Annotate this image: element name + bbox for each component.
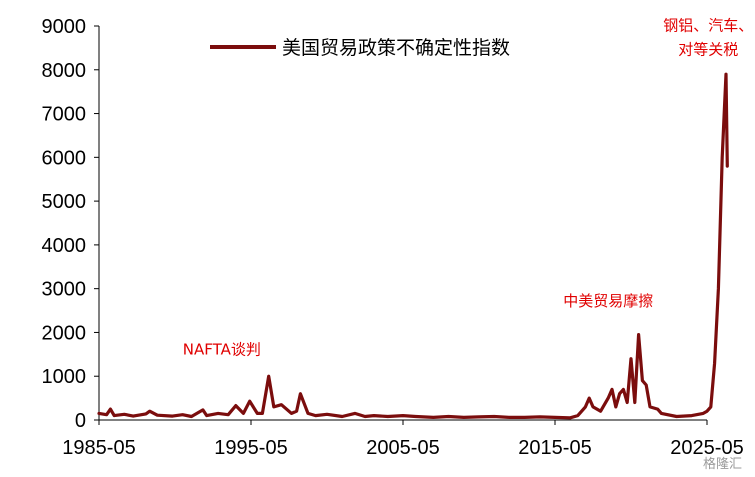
y-tick-label: 0 <box>75 410 86 432</box>
x-tick-label: 2005-05 <box>366 437 439 459</box>
legend-label: 美国贸易政策不确定性指数 <box>282 37 510 59</box>
x-tick-label: 1995-05 <box>214 437 287 459</box>
annotation-label: 钢铝、汽车、 <box>663 16 753 34</box>
y-tick-label: 7000 <box>42 104 87 126</box>
y-axis: 0 1000 2000 3000 4000 5000 6000 7000 8000 9000 <box>42 16 100 432</box>
x-tick-label: 2025-05 <box>670 437 743 459</box>
y-tick-label: 5000 <box>42 191 87 213</box>
annotation-label: 对等关税 <box>678 40 738 58</box>
watermark-text: 格隆汇 <box>703 456 742 472</box>
series-line <box>97 72 729 420</box>
y-tick-label: 8000 <box>42 60 87 82</box>
y-tick-label: 9000 <box>42 16 87 38</box>
x-tick-label: 2015-05 <box>518 437 591 459</box>
annotations: NAFTA谈判 中美贸易摩擦 钢铝、汽车、对等关税 <box>183 16 753 358</box>
series-layer <box>97 72 729 420</box>
y-tick-label: 6000 <box>42 147 87 169</box>
y-tick-label: 2000 <box>42 322 87 344</box>
y-tick-label: 4000 <box>42 235 87 257</box>
annotation-label: NAFTA谈判 <box>183 340 261 358</box>
annotation-label: 中美贸易摩擦 <box>563 292 653 310</box>
watermark: 格隆汇 <box>703 456 742 472</box>
y-tick-label: 1000 <box>42 366 87 388</box>
legend: 美国贸易政策不确定性指数 <box>210 37 510 59</box>
x-tick-label: 1985-05 <box>62 437 135 459</box>
y-tick-label: 3000 <box>42 279 87 301</box>
x-axis: 1985-05 1995-05 2005-05 2015-05 2025-05 <box>62 419 744 459</box>
